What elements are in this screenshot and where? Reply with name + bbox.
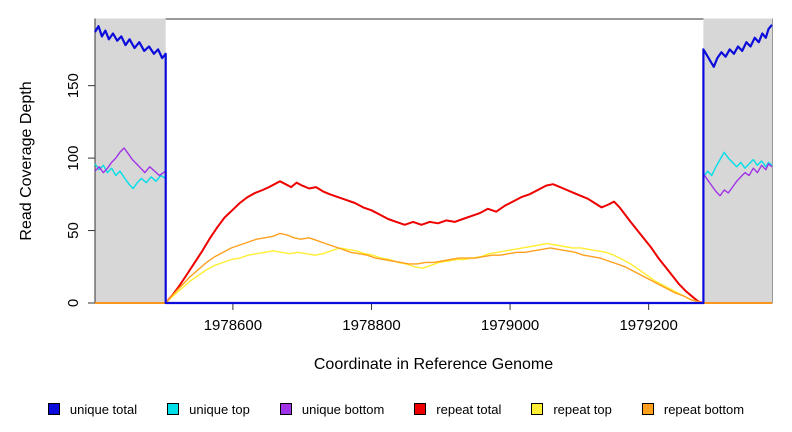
series-line-repeat-total [95,180,772,304]
legend-swatch-repeat-top [531,403,544,415]
y-tick-label: 50 [65,222,82,239]
x-tick-label: 1979200 [619,317,677,334]
legend-swatch-repeat-bottom [641,403,654,415]
legend-item-repeat-bottom: repeat bottom [641,401,745,417]
legend-label-unique-total: unique total [69,401,138,417]
y-axis-title: Read Coverage Depth [18,81,35,241]
series-line-unique-top [94,151,773,304]
coverage-plot: 1978600 1978800 1979000 1979200 0 50 100 150 [65,18,773,334]
x-tick-label: 1979000 [481,317,539,334]
legend-label-unique-bottom: unique bottom [301,401,385,417]
y-tick-label: 100 [65,146,82,171]
legend-label-repeat-bottom: repeat bottom [663,401,745,417]
x-axis-title: Coordinate in Reference Genome [313,356,554,373]
series-line-repeat-top [95,242,772,304]
y-tick-label: 0 [65,299,82,307]
x-tick-label: 1978800 [342,317,400,334]
series-line-repeat-bottom [95,232,772,304]
legend-item-repeat-top: repeat top [531,402,612,417]
x-tick-label: 1978600 [204,317,262,334]
legend-item-unique-total: unique total [47,401,138,417]
flanking-region-left [95,18,166,304]
legend-swatch-repeat-total [414,403,427,415]
legend: unique total unique top unique bottom repea… [0,397,792,421]
legend-swatch-unique-total [47,403,60,415]
legend-label-unique-top: unique top [189,401,250,417]
series-line-unique-bottom [94,147,773,304]
legend-item-unique-bottom: unique bottom [279,401,385,417]
legend-swatch-unique-top [167,403,180,415]
y-tick-label: 150 [65,73,82,98]
legend-swatch-unique-bottom [279,403,292,415]
legend-item-repeat-total: repeat total [414,402,501,417]
legend-label-repeat-top: repeat top [553,401,612,417]
legend-label-repeat-total: repeat total [436,401,502,417]
legend-item-unique-top: unique top [167,402,250,417]
series-line-unique-total [94,24,773,305]
